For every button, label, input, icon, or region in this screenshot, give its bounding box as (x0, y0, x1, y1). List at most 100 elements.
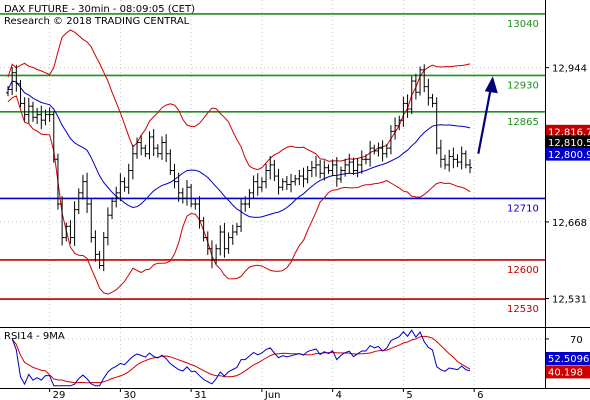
price-bar (10, 67, 15, 96)
price-bar (443, 154, 448, 170)
price-bar (118, 173, 123, 202)
price-bar (284, 176, 289, 191)
price-bar (376, 142, 381, 157)
price-bar (180, 187, 185, 204)
price-bar (201, 216, 206, 242)
price-bar (39, 105, 44, 130)
forecast-arrow-head (484, 76, 498, 94)
time-tick-label: 6 (477, 390, 483, 400)
price-bar (409, 76, 414, 115)
price-bar (455, 154, 460, 168)
price-bar (326, 164, 331, 174)
price-bar (334, 157, 339, 187)
price-bar (372, 144, 377, 155)
price-bar (438, 139, 443, 168)
price-bar (151, 129, 156, 156)
price-bar (413, 73, 418, 100)
price-bar (135, 137, 140, 159)
chart-subtitle: Research © 2018 TRADING CENTRAL (4, 16, 190, 27)
price-bar (393, 117, 398, 140)
price-bar (222, 223, 227, 258)
price-bar (368, 140, 373, 167)
price-bar (93, 230, 98, 262)
price-bar (110, 197, 115, 220)
price-bar (418, 66, 423, 96)
moving-average (7, 80, 471, 218)
price-bar (68, 220, 73, 244)
price-bar (434, 97, 439, 155)
rsi-panel (0, 328, 545, 388)
price-bar (251, 175, 256, 199)
level-label-12710: 12710 (507, 203, 539, 214)
price-bar (147, 131, 152, 160)
price-bar (6, 86, 10, 97)
price-bar (172, 163, 177, 189)
price-bar (451, 147, 456, 169)
price-bar (60, 196, 65, 246)
rsi-tick-label: 70 (570, 335, 583, 346)
price-bar (359, 150, 364, 174)
price-bar (72, 201, 77, 246)
price-bar (193, 198, 198, 210)
level-lines: 13040 12930 12865 12710 12600 12530 (0, 13, 545, 315)
price-bar (463, 150, 468, 169)
price-bar (297, 169, 302, 186)
price-bars (6, 64, 472, 272)
price-bar (388, 125, 393, 155)
price-bar (18, 79, 23, 108)
price-bar (97, 250, 102, 269)
price-bar (35, 107, 40, 125)
price-tag-bg (546, 135, 590, 149)
price-bar (384, 144, 389, 158)
price-axis: 12,531 12,668 12,944 12,816.712,810.512,800… (545, 64, 590, 379)
rsi-title: RSI14 - 9MA (4, 331, 65, 342)
price-bar (243, 196, 248, 212)
level-label-12930: 12930 (507, 80, 539, 91)
price-bar (280, 178, 285, 191)
price-bar (22, 97, 27, 121)
price-panel (0, 0, 545, 327)
lower-band (7, 95, 471, 295)
price-bar (89, 198, 94, 243)
price-tag-bg (546, 124, 590, 138)
price-bar (426, 78, 431, 106)
rsi-ma-line (11, 335, 471, 384)
price-bar (255, 173, 260, 196)
price-bar (209, 240, 214, 269)
price-bar (80, 174, 85, 200)
price-tick-label: 12,668 (552, 218, 587, 229)
time-tick-label: 30 (123, 390, 136, 400)
price-bar (264, 163, 269, 189)
price-bar (259, 177, 264, 192)
price-bar (205, 231, 210, 255)
price-bar (405, 94, 410, 118)
price-bar (447, 149, 452, 172)
price-bar (322, 160, 327, 181)
price-tick-label: 12,531 (552, 294, 587, 305)
price-bar (164, 134, 169, 163)
time-tick-label: 31 (194, 390, 207, 400)
rsi-tag-bg (546, 351, 590, 365)
price-bar (268, 155, 273, 180)
price-bar (338, 166, 343, 183)
forecast (477, 76, 498, 154)
price-bar (276, 168, 281, 195)
price-bar (226, 232, 231, 254)
time-tick-label: 29 (53, 390, 66, 400)
upper-band (7, 29, 471, 171)
rsi-tag-bg (546, 365, 590, 379)
price-bar (184, 179, 189, 206)
level-label-13040: 13040 (507, 19, 539, 30)
price-bar (397, 115, 402, 131)
price-tag-label: 12,810.5 (548, 138, 590, 149)
price-bar (30, 101, 35, 122)
time-tick-label: 4 (336, 390, 342, 400)
rsi-series (11, 329, 471, 387)
price-bar (314, 155, 318, 177)
rsi-line (11, 329, 471, 387)
price-bar (51, 111, 56, 163)
price-bar (363, 154, 368, 165)
price-bar (309, 160, 314, 178)
price-bar (122, 177, 127, 192)
